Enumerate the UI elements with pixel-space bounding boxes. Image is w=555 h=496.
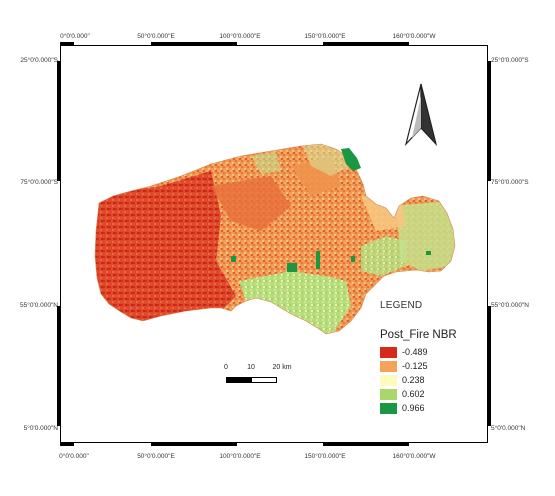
graticule-bottom-label-3: 100°0'0.000"E xyxy=(219,453,261,460)
legend: LEGEND Post_Fire NBR -0.489 -0.125 0.238… xyxy=(380,300,480,415)
legend-item: 0.238 xyxy=(380,373,480,387)
graticule-right-label-3: 55°0'0.000"N xyxy=(491,302,529,309)
scale-label-0: 0 xyxy=(224,364,228,371)
graticule-top-label-5: 160°0'0.000"W xyxy=(392,33,436,40)
scale-bar-segment-2 xyxy=(251,377,277,383)
legend-swatch xyxy=(380,402,397,414)
graticule-top-label-3: 100°0'0.000"E xyxy=(219,33,261,40)
graticule-top-label-1: 0°0'0.000" xyxy=(60,33,90,40)
map-canvas xyxy=(94,143,456,335)
legend-swatch xyxy=(380,346,397,358)
land-outline xyxy=(94,143,456,335)
graticule-bottom-label-4: 150°0'0.000"E xyxy=(304,453,346,460)
legend-swatch xyxy=(380,374,397,386)
scale-label-20: 20 km xyxy=(272,364,292,371)
legend-item: -0.125 xyxy=(380,359,480,373)
graticule-left-label-4: 5°0'0.000"N xyxy=(23,425,58,432)
green-islet xyxy=(341,148,361,171)
graticule-left-label-2: 75°0'0.000"S xyxy=(20,179,58,186)
legend-item: -0.489 xyxy=(380,345,480,359)
legend-title: LEGEND xyxy=(380,300,423,311)
graticule-left-label-3: 55°0'0.000"N xyxy=(20,302,58,309)
legend-item-label: 0.602 xyxy=(402,389,425,399)
graticule-bottom-label-5: 160°0'0.000"W xyxy=(392,453,436,460)
scale-label-10: 10 xyxy=(247,364,255,371)
legend-item-label: -0.125 xyxy=(402,361,428,371)
legend-item: 0.966 xyxy=(380,401,480,415)
legend-item-label: -0.489 xyxy=(402,347,428,357)
graticule-top-label-2: 50°0'0.000"E xyxy=(137,33,175,40)
graticule-bottom-label-1: 0°0'0.000" xyxy=(59,453,89,460)
graticule-left-label-1: 25°0'0.000"S xyxy=(20,57,58,64)
graticule-bottom-label-2: 50°0'0.000"E xyxy=(137,453,175,460)
legend-subtitle: Post_Fire NBR xyxy=(380,329,457,341)
graticule-right-label-2: 75°0'0.000"S xyxy=(491,179,529,186)
north-arrow-icon xyxy=(404,83,438,147)
legend-item: 0.602 xyxy=(380,387,480,401)
legend-item-label: 0.966 xyxy=(402,403,425,413)
legend-item-label: 0.238 xyxy=(402,375,425,385)
graticule-right-label-4: 5°0'0.000"N xyxy=(491,425,526,432)
graticule-top-label-4: 150°0'0.000"E xyxy=(304,33,346,40)
legend-swatch xyxy=(380,388,397,400)
scale-bar-segment-1 xyxy=(226,377,251,383)
legend-items: -0.489 -0.125 0.238 0.602 0.966 xyxy=(380,345,480,415)
legend-swatch xyxy=(380,360,397,372)
graticule-right-label-1: 25°0'0.000"S xyxy=(491,57,529,64)
